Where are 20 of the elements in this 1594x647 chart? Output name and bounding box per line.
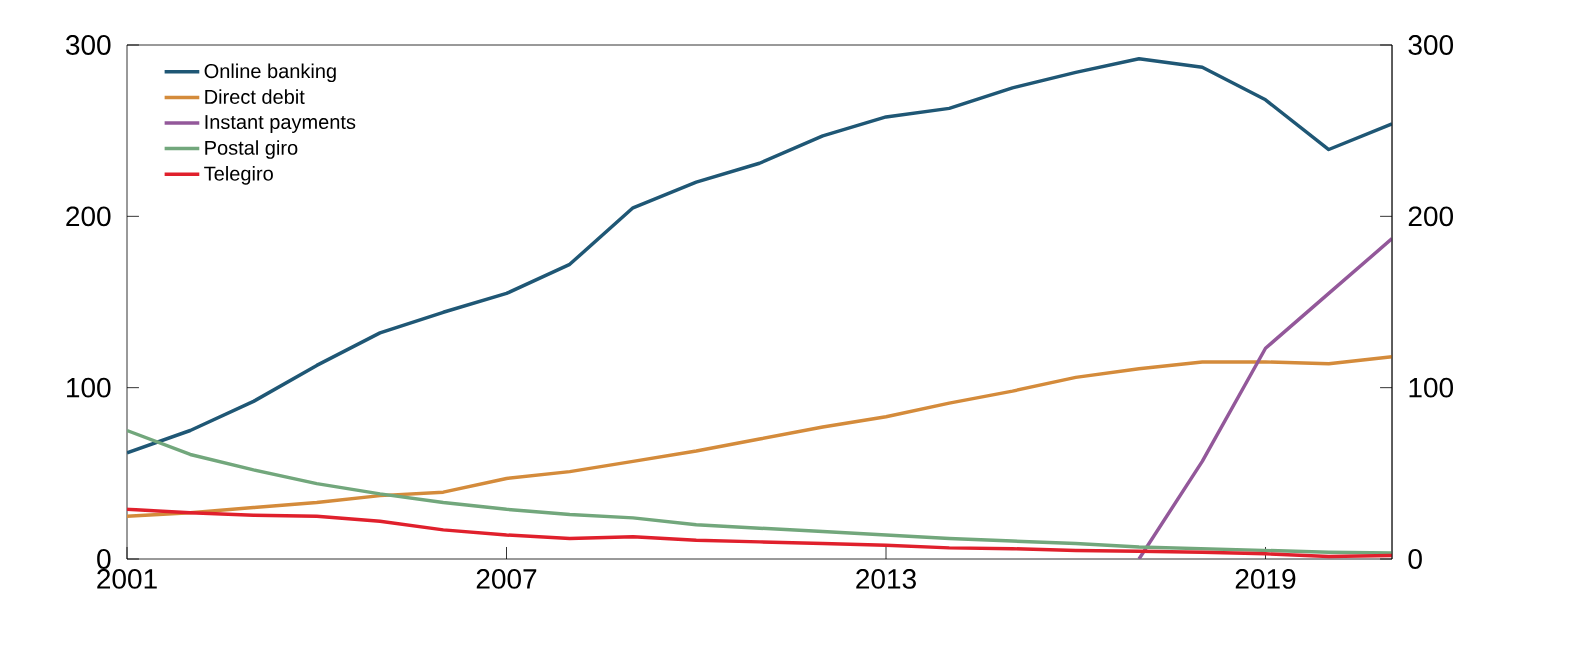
y-tick-label: 100 [67,377,111,398]
y2-tick-label: 300 [1408,35,1454,55]
legend-label: Instant payments [205,115,356,133]
legend-label: Telegiro [204,166,273,185]
y-tick-label: 300 [65,35,111,55]
legend-label: Postal giro [205,140,298,159]
y-tick-label: 200 [66,206,111,227]
legend-label: Online banking [204,63,336,83]
line-series [127,355,1393,518]
legend-label: Direct debit [205,89,305,104]
y2-tick-label: 100 [1409,377,1454,398]
x-tick-label: 2019 [1235,569,1296,589]
line-series [1137,236,1393,559]
x-tick-label: 2001 [97,569,157,589]
x-tick-label: 2013 [856,569,916,589]
y2-tick-label: 0 [1408,549,1422,569]
y2-tick-label: 200 [1408,206,1454,227]
x-tick-label: 2007 [476,569,537,589]
y-tick-label: 0 [97,549,111,569]
line-series [127,56,1393,455]
